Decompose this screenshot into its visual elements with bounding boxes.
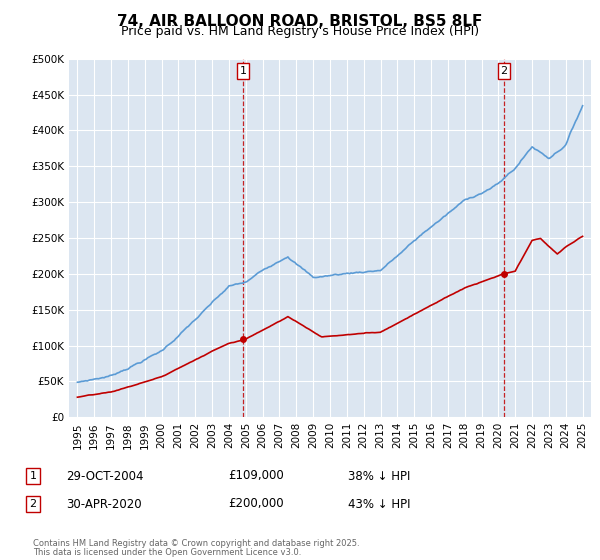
Text: 29-OCT-2004: 29-OCT-2004: [66, 469, 143, 483]
Text: 30-APR-2020: 30-APR-2020: [66, 497, 142, 511]
Text: Contains HM Land Registry data © Crown copyright and database right 2025.: Contains HM Land Registry data © Crown c…: [33, 539, 359, 548]
Text: 74, AIR BALLOON ROAD, BRISTOL, BS5 8LF: 74, AIR BALLOON ROAD, BRISTOL, BS5 8LF: [118, 14, 482, 29]
Text: This data is licensed under the Open Government Licence v3.0.: This data is licensed under the Open Gov…: [33, 548, 301, 557]
Text: 1: 1: [29, 471, 37, 481]
Text: 2: 2: [500, 66, 508, 76]
Text: 43% ↓ HPI: 43% ↓ HPI: [348, 497, 410, 511]
Text: Price paid vs. HM Land Registry's House Price Index (HPI): Price paid vs. HM Land Registry's House …: [121, 25, 479, 38]
Text: £109,000: £109,000: [228, 469, 284, 483]
Text: £200,000: £200,000: [228, 497, 284, 511]
Text: 1: 1: [239, 66, 247, 76]
Text: 2: 2: [29, 499, 37, 509]
Text: 38% ↓ HPI: 38% ↓ HPI: [348, 469, 410, 483]
